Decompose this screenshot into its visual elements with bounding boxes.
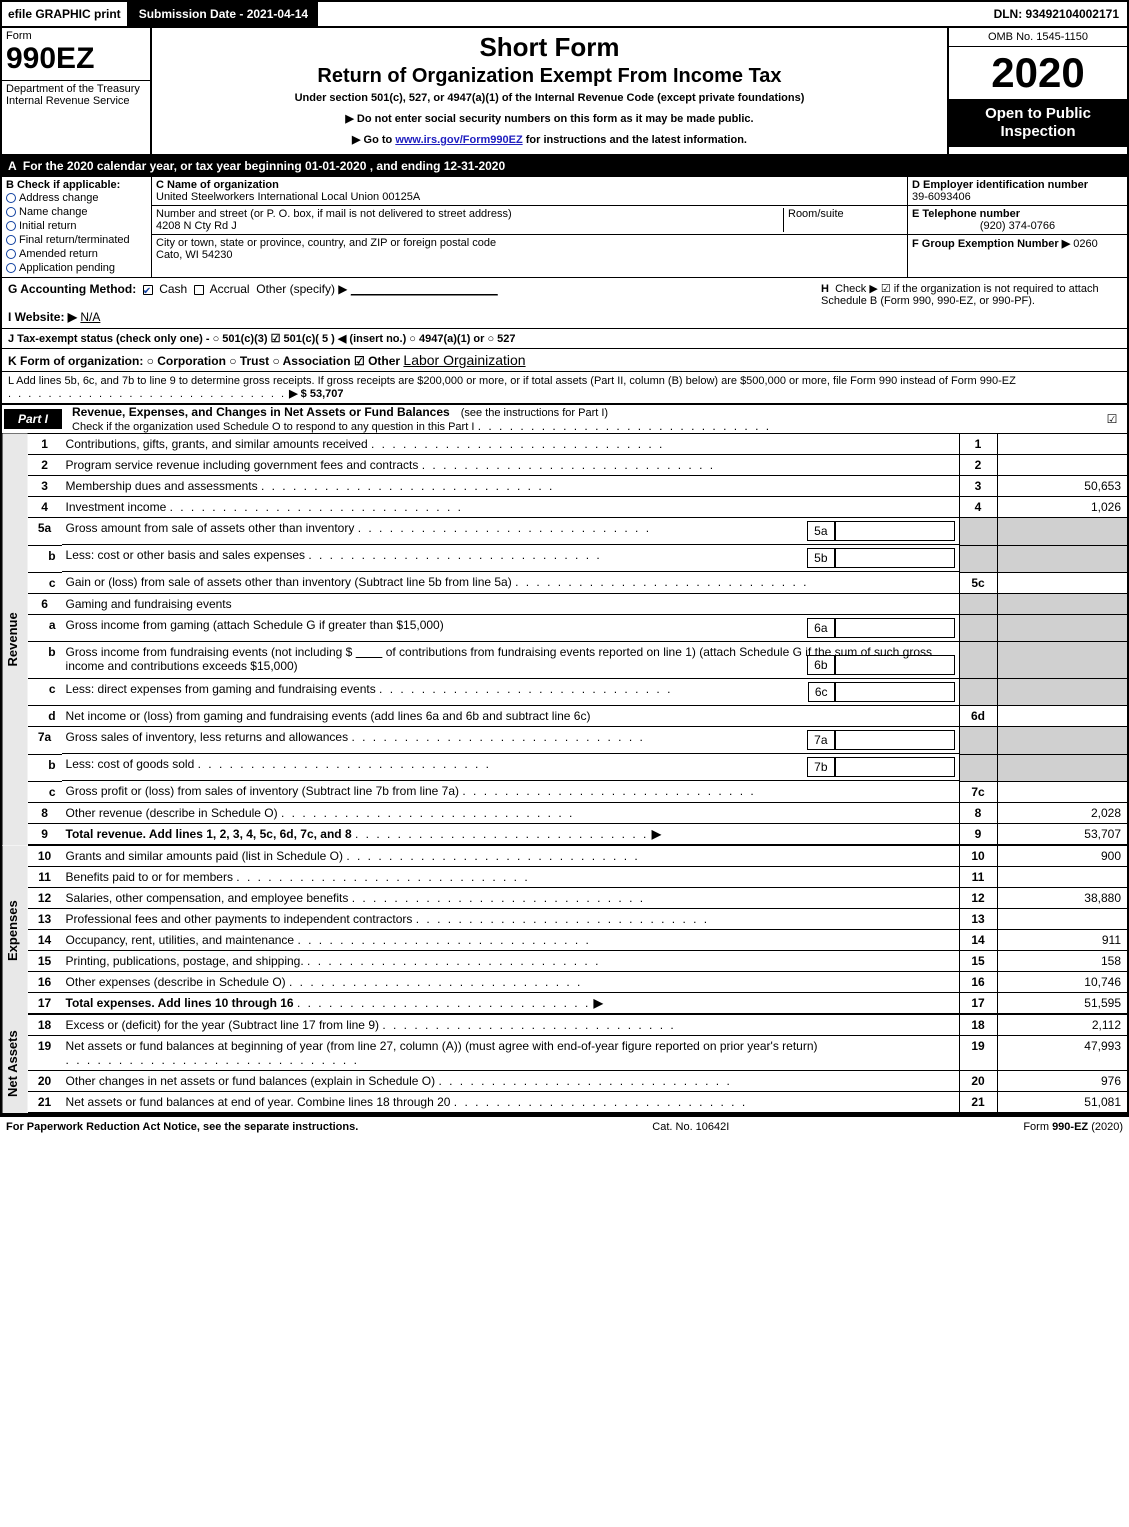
val-10: 900 xyxy=(997,846,1127,867)
val-6d xyxy=(997,706,1127,727)
form-header: Form 990EZ Department of the Treasury In… xyxy=(0,28,1129,156)
website: N/A xyxy=(80,310,100,324)
section-d: D Employer identification number 39-6093… xyxy=(908,177,1127,206)
chk-accrual[interactable] xyxy=(194,285,204,295)
line-k: K Form of organization: ○ Corporation ○ … xyxy=(0,349,1129,372)
chk-final-return[interactable]: Final return/terminated xyxy=(6,233,147,247)
line-a: A For the 2020 calendar year, or tax yea… xyxy=(0,156,1129,177)
val-19: 47,993 xyxy=(997,1035,1127,1070)
group-exemption: 0260 xyxy=(1073,238,1097,250)
title-main: Return of Organization Exempt From Incom… xyxy=(160,65,939,88)
side-expenses: Expenses xyxy=(2,846,28,1015)
org-form-other: Labor Orgainization xyxy=(403,352,525,368)
page-footer: For Paperwork Reduction Act Notice, see … xyxy=(0,1115,1129,1141)
val-20: 976 xyxy=(997,1070,1127,1091)
section-f: F Group Exemption Number ▶ 0260 xyxy=(908,235,1127,252)
dln: DLN: 93492104002171 xyxy=(986,5,1127,23)
side-revenue: Revenue xyxy=(2,434,28,846)
val-9: 53,707 xyxy=(997,823,1127,845)
entity-block: B Check if applicable: Address change Na… xyxy=(0,177,1129,278)
val-18: 2,112 xyxy=(997,1015,1127,1036)
irs-link[interactable]: www.irs.gov/Form990EZ xyxy=(395,134,522,146)
section-c: C Name of organization United Steelworke… xyxy=(152,177,907,277)
gross-receipts: ▶ $ 53,707 xyxy=(289,388,343,400)
part1-check[interactable]: ☑ xyxy=(1097,412,1127,426)
ein: 39-6093406 xyxy=(912,191,971,203)
title-short: Short Form xyxy=(160,32,939,63)
omb-number: OMB No. 1545-1150 xyxy=(949,28,1127,47)
footer-left: For Paperwork Reduction Act Notice, see … xyxy=(6,1121,358,1133)
val-17: 51,595 xyxy=(997,992,1127,1014)
val-13 xyxy=(997,908,1127,929)
org-name: United Steelworkers International Local … xyxy=(156,191,420,203)
room-suite: Room/suite xyxy=(783,208,903,232)
footer-right: Form 990-EZ (2020) xyxy=(1023,1121,1123,1133)
submission-date: Submission Date - 2021-04-14 xyxy=(129,2,318,26)
chk-amended-return[interactable]: Amended return xyxy=(6,247,147,261)
efile-label: efile GRAPHIC print xyxy=(2,2,129,26)
val-11 xyxy=(997,866,1127,887)
department: Department of the Treasury Internal Reve… xyxy=(2,80,150,154)
line-j: J Tax-exempt status (check only one) - ○… xyxy=(0,329,1129,349)
tax-year: 2020 xyxy=(949,47,1127,99)
open-inspection: Open to Public Inspection xyxy=(949,99,1127,147)
val-4: 1,026 xyxy=(997,497,1127,518)
side-net-assets: Net Assets xyxy=(2,1015,28,1113)
revenue-section: Revenue 1Contributions, gifts, grants, a… xyxy=(0,434,1129,846)
net-assets-section: Net Assets 18Excess or (deficit) for the… xyxy=(0,1015,1129,1115)
section-b: B Check if applicable: Address change Na… xyxy=(2,177,152,277)
val-16: 10,746 xyxy=(997,971,1127,992)
val-12: 38,880 xyxy=(997,887,1127,908)
section-e: E Telephone number (920) 374-0766 xyxy=(908,206,1127,235)
chk-name-change[interactable]: Name change xyxy=(6,205,147,219)
chk-application-pending[interactable]: Application pending xyxy=(6,261,147,275)
chk-initial-return[interactable]: Initial return xyxy=(6,219,147,233)
val-15: 158 xyxy=(997,950,1127,971)
val-2 xyxy=(997,455,1127,476)
val-1 xyxy=(997,434,1127,455)
expenses-section: Expenses 10Grants and similar amounts pa… xyxy=(0,846,1129,1015)
telephone: (920) 374-0766 xyxy=(912,220,1123,232)
chk-address-change[interactable]: Address change xyxy=(6,191,147,205)
org-address: 4208 N Cty Rd J xyxy=(156,220,237,232)
warning-ssn: ▶ Do not enter social security numbers o… xyxy=(345,112,753,125)
part-1-header: Part I Revenue, Expenses, and Changes in… xyxy=(0,405,1129,434)
line-l: L Add lines 5b, 6c, and 7b to line 9 to … xyxy=(0,372,1129,405)
form-word: Form xyxy=(2,28,150,42)
footer-mid: Cat. No. 10642I xyxy=(652,1121,729,1133)
val-14: 911 xyxy=(997,929,1127,950)
title-under: Under section 501(c), 527, or 4947(a)(1)… xyxy=(295,92,805,104)
val-8: 2,028 xyxy=(997,802,1127,823)
val-3: 50,653 xyxy=(997,476,1127,497)
val-21: 51,081 xyxy=(997,1091,1127,1112)
line-g-h: G Accounting Method: Cash Accrual Other … xyxy=(0,278,1129,329)
goto-link-line: ▶ Go to www.irs.gov/Form990EZ for instru… xyxy=(352,133,747,146)
section-h: H Check ▶ ☑ if the organization is not r… xyxy=(821,282,1121,307)
form-number: 990EZ xyxy=(2,42,150,80)
top-bar: efile GRAPHIC print Submission Date - 20… xyxy=(0,0,1129,28)
val-7c xyxy=(997,781,1127,802)
val-5c xyxy=(997,572,1127,593)
org-city: Cato, WI 54230 xyxy=(156,249,232,261)
chk-cash[interactable] xyxy=(143,285,153,295)
